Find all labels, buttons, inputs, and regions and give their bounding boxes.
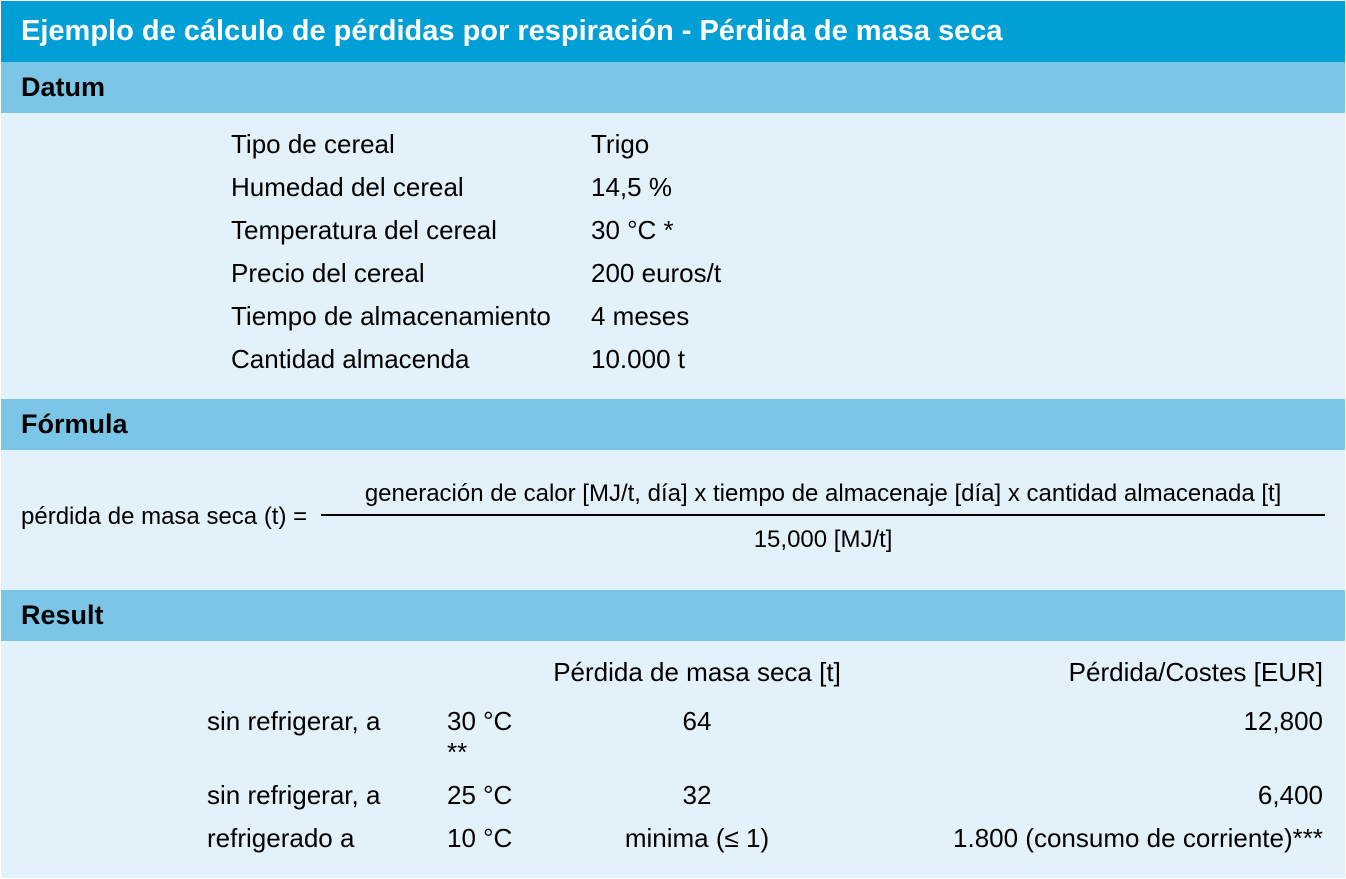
result-body: Pérdida de masa seca [t] Pérdida/Costes … [1, 641, 1345, 878]
result-cost: 6,400 [857, 780, 1329, 811]
data-value: 14,5 % [591, 172, 1325, 203]
data-value: Trigo [591, 129, 1325, 160]
result-condition: refrigerado a [207, 823, 447, 854]
result-temp: 30 °C ** [447, 706, 537, 768]
result-row: refrigerado a 10 °C minima (≤ 1) 1.800 (… [17, 817, 1329, 860]
blank-cell [447, 657, 537, 688]
formula-fraction: generación de calor [MJ/t, día] x tiempo… [321, 480, 1325, 554]
col-header-mass: Pérdida de masa seca [t] [537, 657, 857, 688]
data-label: Humedad del cereal [231, 172, 591, 203]
data-value: 200 euros/t [591, 258, 1325, 289]
result-temp: 10 °C [447, 823, 537, 854]
title-bar: Ejemplo de cálculo de pérdidas por respi… [1, 1, 1345, 62]
data-row: Humedad del cereal 14,5 % [21, 166, 1325, 209]
result-mass: 64 [537, 706, 857, 737]
data-value: 10.000 t [591, 344, 1325, 375]
section-header-formula: Fórmula [1, 399, 1345, 450]
data-value: 30 °C * [591, 215, 1325, 246]
datum-body: Tipo de cereal Trigo Humedad del cereal … [1, 113, 1345, 399]
result-row: sin refrigerar, a 30 °C ** 64 12,800 [17, 700, 1329, 774]
data-row: Precio del cereal 200 euros/t [21, 252, 1325, 295]
result-condition: sin refrigerar, a [207, 706, 447, 737]
result-mass: minima (≤ 1) [537, 823, 857, 854]
result-row: sin refrigerar, a 25 °C 32 6,400 [17, 774, 1329, 817]
result-column-headers: Pérdida de masa seca [t] Pérdida/Costes … [17, 653, 1329, 700]
data-label: Temperatura del cereal [231, 215, 591, 246]
data-label: Tipo de cereal [231, 129, 591, 160]
data-label: Cantidad almacenda [231, 344, 591, 375]
col-header-cost: Pérdida/Costes [EUR] [857, 657, 1329, 688]
section-header-datum: Datum [1, 62, 1345, 113]
data-row: Cantidad almacenda 10.000 t [21, 338, 1325, 381]
formula-numerator: generación de calor [MJ/t, día] x tiempo… [359, 480, 1288, 514]
calculation-table: Ejemplo de cálculo de pérdidas por respi… [0, 0, 1346, 879]
result-mass: 32 [537, 780, 857, 811]
result-cost: 12,800 [857, 706, 1329, 737]
data-value: 4 meses [591, 301, 1325, 332]
data-row: Tiempo de almacenamiento 4 meses [21, 295, 1325, 338]
data-label: Precio del cereal [231, 258, 591, 289]
result-condition: sin refrigerar, a [207, 780, 447, 811]
result-cost: 1.800 (consumo de corriente)*** [857, 823, 1329, 854]
data-label: Tiempo de almacenamiento [231, 301, 591, 332]
result-temp: 25 °C [447, 780, 537, 811]
data-row: Temperatura del cereal 30 °C * [21, 209, 1325, 252]
blank-cell [207, 657, 447, 688]
formula-body: pérdida de masa seca (t) = generación de… [1, 450, 1345, 590]
data-row: Tipo de cereal Trigo [21, 123, 1325, 166]
formula-denominator: 15,000 [MJ/t] [748, 516, 899, 554]
formula-lhs: pérdida de masa seca (t) = [21, 503, 321, 531]
section-header-result: Result [1, 590, 1345, 641]
